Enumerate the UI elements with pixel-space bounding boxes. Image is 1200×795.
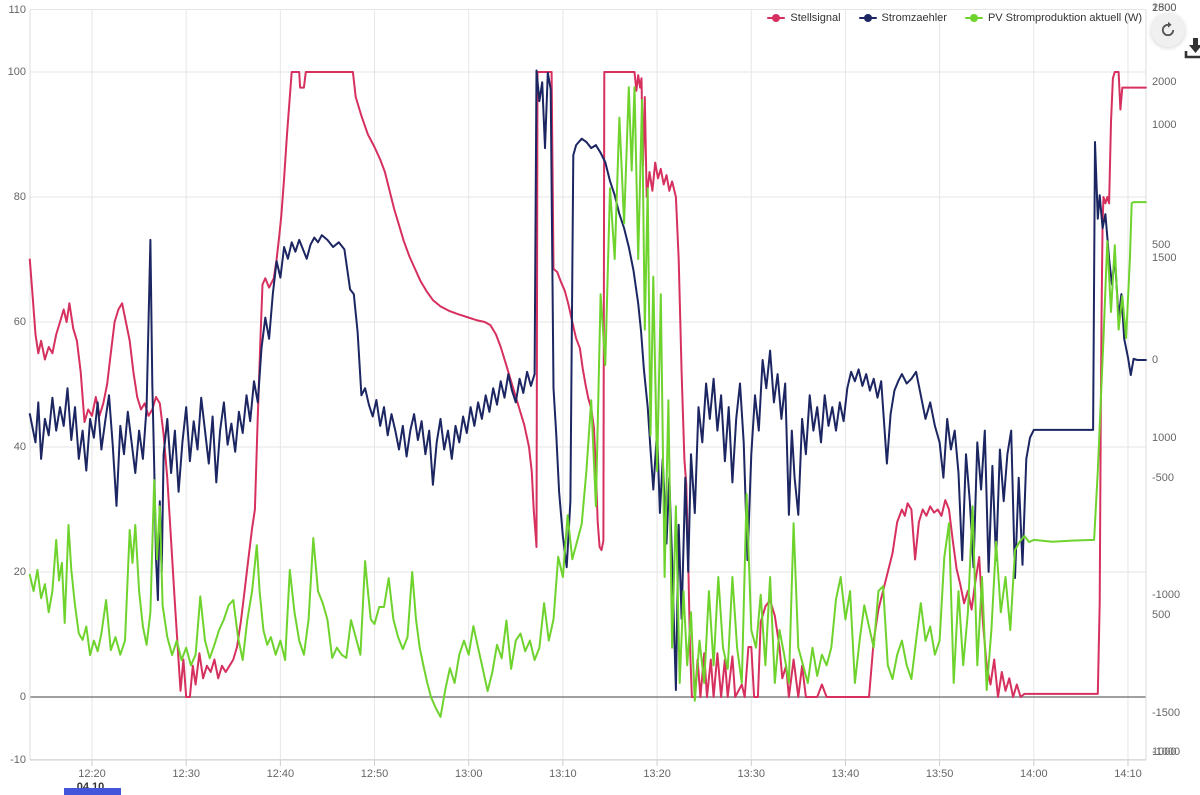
y-axis-right-label: 500: [1152, 239, 1171, 251]
y-axis-right-label: 1500: [1152, 252, 1177, 264]
y-axis-right-label: 1000: [1152, 432, 1177, 444]
y-axis-right-label: -1500: [1152, 707, 1181, 719]
x-axis-label: 13:40: [831, 768, 860, 780]
y-axis-left-label: -10: [10, 753, 26, 766]
y-axis-left-label: 60: [13, 316, 26, 328]
y-axis-right-label: 2000: [1152, 76, 1177, 88]
y-axis-right-label: 1000: [1152, 119, 1177, 131]
x-axis-label: 14:00: [1020, 768, 1048, 780]
y-axis-right-label: -500: [1152, 472, 1175, 484]
series-pv-stromproduktion-aktuell-w[interactable]: [28, 86, 1147, 718]
y-axis-left-label: 110: [8, 3, 26, 16]
x-axis-label: 13:20: [643, 768, 671, 780]
bottom-accent-bar: [64, 788, 121, 795]
legend-item-stellsignal[interactable]: Stellsignal: [767, 12, 841, 24]
x-axis-label: 13:00: [454, 768, 483, 780]
pv-series-marker-icon: [964, 13, 983, 23]
legend-item-stromzaehler[interactable]: Stromzaehler: [858, 12, 947, 24]
legend-label: Stellsignal: [790, 12, 841, 24]
y-axis-right-label: 1500: [1152, 2, 1177, 14]
series-stromzaehler[interactable]: [28, 69, 1147, 691]
stromzaehler-series-marker-icon: [858, 13, 877, 23]
y-axis-right-label: 2800: [1152, 2, 1177, 14]
x-axis-label: 13:10: [549, 768, 577, 780]
x-axis-label: 14:10: [1114, 768, 1142, 780]
series-stellsignal[interactable]: [28, 71, 1147, 698]
refresh-icon: [1161, 21, 1175, 37]
y-axis-left-label: 20: [13, 566, 26, 578]
download-icon: [1184, 38, 1200, 59]
x-axis-label: 12:20: [78, 768, 106, 780]
x-axis-label: 13:50: [925, 768, 954, 780]
x-axis-label: 12:40: [266, 768, 295, 780]
download-button[interactable]: [1184, 37, 1200, 59]
y-axis-right-label: -1000: [1152, 589, 1181, 601]
y-axis-right-label: -1000: [1152, 746, 1181, 758]
legend-label: Stromzaehler: [881, 12, 947, 24]
y-axis-left-label: 100: [7, 66, 26, 78]
y-axis-right-label: 1000: [1152, 746, 1177, 758]
y-axis-right-label: 500: [1152, 609, 1171, 621]
y-axis-left-label: 80: [13, 191, 26, 203]
stellsignal-series-marker-icon: [767, 13, 786, 23]
legend: Stellsignal Stromzaehler PV Stromprodukt…: [767, 12, 1142, 24]
refresh-button[interactable]: [1151, 13, 1185, 47]
x-axis-label: 12:50: [360, 768, 389, 780]
legend-item-pv[interactable]: PV Stromproduktion aktuell (W): [964, 12, 1142, 24]
y-axis-right-label: 0: [1152, 354, 1159, 366]
y-axis-left-label: 40: [13, 441, 26, 453]
legend-label: PV Stromproduktion aktuell (W): [987, 12, 1142, 24]
y-axis-left-label: 0: [19, 691, 26, 703]
x-axis-label: 13:30: [737, 768, 766, 780]
x-axis-label: 12:30: [172, 768, 200, 780]
